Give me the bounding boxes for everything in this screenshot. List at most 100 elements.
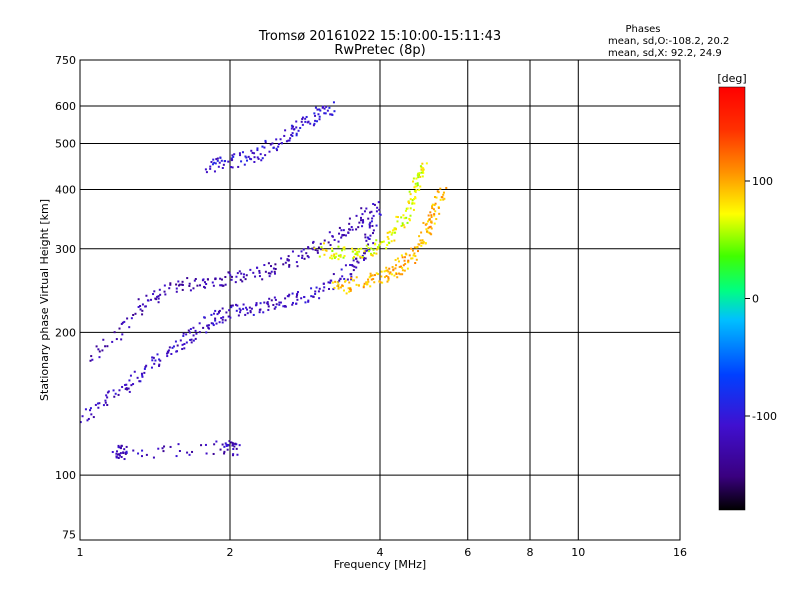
data-point bbox=[430, 220, 433, 223]
data-point bbox=[361, 256, 364, 259]
data-point bbox=[117, 444, 120, 447]
y-tick-label: 75 bbox=[62, 528, 76, 541]
data-point bbox=[388, 267, 391, 270]
data-point bbox=[386, 269, 389, 272]
data-point bbox=[393, 231, 396, 234]
data-point bbox=[326, 109, 329, 112]
data-point bbox=[420, 168, 423, 171]
data-point bbox=[264, 139, 267, 142]
data-point bbox=[107, 390, 110, 393]
data-point bbox=[348, 217, 351, 220]
data-point bbox=[341, 275, 344, 278]
data-point bbox=[120, 338, 123, 341]
data-point bbox=[250, 158, 253, 161]
data-point bbox=[333, 255, 336, 258]
data-point bbox=[125, 445, 128, 448]
data-point bbox=[182, 334, 185, 337]
data-point bbox=[152, 293, 155, 296]
data-point bbox=[418, 235, 421, 238]
data-point bbox=[162, 450, 165, 453]
x-tick-label: 2 bbox=[227, 546, 234, 559]
data-point bbox=[264, 141, 267, 144]
data-point bbox=[253, 160, 256, 163]
data-point bbox=[225, 311, 228, 314]
data-point bbox=[291, 132, 294, 135]
data-point bbox=[403, 269, 406, 272]
data-point bbox=[417, 243, 420, 246]
data-point bbox=[360, 219, 363, 222]
data-point bbox=[246, 308, 249, 311]
data-point bbox=[434, 202, 437, 205]
x-axis-label: Frequency [MHz] bbox=[334, 558, 426, 571]
data-point bbox=[357, 261, 360, 264]
data-point bbox=[374, 243, 377, 246]
data-point bbox=[125, 383, 128, 386]
data-point bbox=[143, 367, 146, 370]
data-point bbox=[223, 445, 226, 448]
data-point bbox=[92, 416, 95, 419]
data-point bbox=[196, 284, 199, 287]
data-point bbox=[153, 362, 156, 365]
data-point bbox=[140, 372, 143, 375]
data-point bbox=[373, 252, 376, 255]
data-point bbox=[164, 293, 167, 296]
data-point bbox=[97, 406, 100, 409]
data-point bbox=[379, 242, 382, 245]
data-point bbox=[388, 242, 391, 245]
data-point bbox=[96, 402, 99, 405]
data-point bbox=[120, 322, 123, 325]
data-point bbox=[102, 338, 105, 341]
data-point bbox=[333, 286, 336, 289]
data-point bbox=[412, 180, 415, 183]
data-point bbox=[426, 230, 429, 233]
data-point bbox=[252, 313, 255, 316]
data-point bbox=[300, 250, 303, 253]
data-point bbox=[98, 402, 101, 405]
data-point bbox=[353, 265, 356, 268]
data-point bbox=[304, 117, 307, 120]
data-point bbox=[214, 317, 217, 320]
data-point bbox=[314, 290, 317, 293]
data-point bbox=[209, 167, 212, 170]
y-tick-label: 100 bbox=[55, 469, 76, 482]
data-point bbox=[217, 165, 220, 168]
data-point bbox=[118, 446, 121, 449]
data-point bbox=[228, 440, 231, 443]
data-point bbox=[268, 297, 271, 300]
data-point bbox=[266, 301, 269, 304]
colorbar-tick-label: 100 bbox=[752, 175, 773, 188]
data-point bbox=[254, 275, 257, 278]
data-point bbox=[190, 341, 193, 344]
data-point bbox=[209, 165, 212, 168]
data-point bbox=[434, 210, 437, 213]
data-point bbox=[339, 255, 342, 258]
data-point bbox=[435, 196, 438, 199]
data-point bbox=[230, 304, 233, 307]
data-point bbox=[348, 222, 351, 225]
data-point bbox=[239, 309, 242, 312]
data-point bbox=[418, 188, 421, 191]
data-point bbox=[339, 277, 342, 280]
data-point bbox=[119, 452, 122, 455]
data-point bbox=[274, 306, 277, 309]
data-point bbox=[168, 287, 171, 290]
data-point bbox=[175, 455, 178, 458]
data-point bbox=[224, 319, 227, 322]
data-point bbox=[400, 216, 403, 219]
data-point bbox=[365, 207, 368, 210]
data-point bbox=[375, 224, 378, 227]
data-point bbox=[225, 443, 228, 446]
data-point bbox=[388, 272, 391, 275]
data-point bbox=[219, 284, 222, 287]
data-point bbox=[238, 444, 241, 447]
data-point bbox=[211, 163, 214, 166]
data-point bbox=[429, 232, 432, 235]
data-point bbox=[380, 270, 383, 273]
data-point bbox=[291, 134, 294, 137]
data-point bbox=[297, 254, 300, 257]
data-point bbox=[363, 250, 366, 253]
data-point bbox=[364, 257, 367, 260]
data-point bbox=[201, 279, 204, 282]
data-point bbox=[395, 272, 398, 275]
data-point bbox=[218, 309, 221, 312]
